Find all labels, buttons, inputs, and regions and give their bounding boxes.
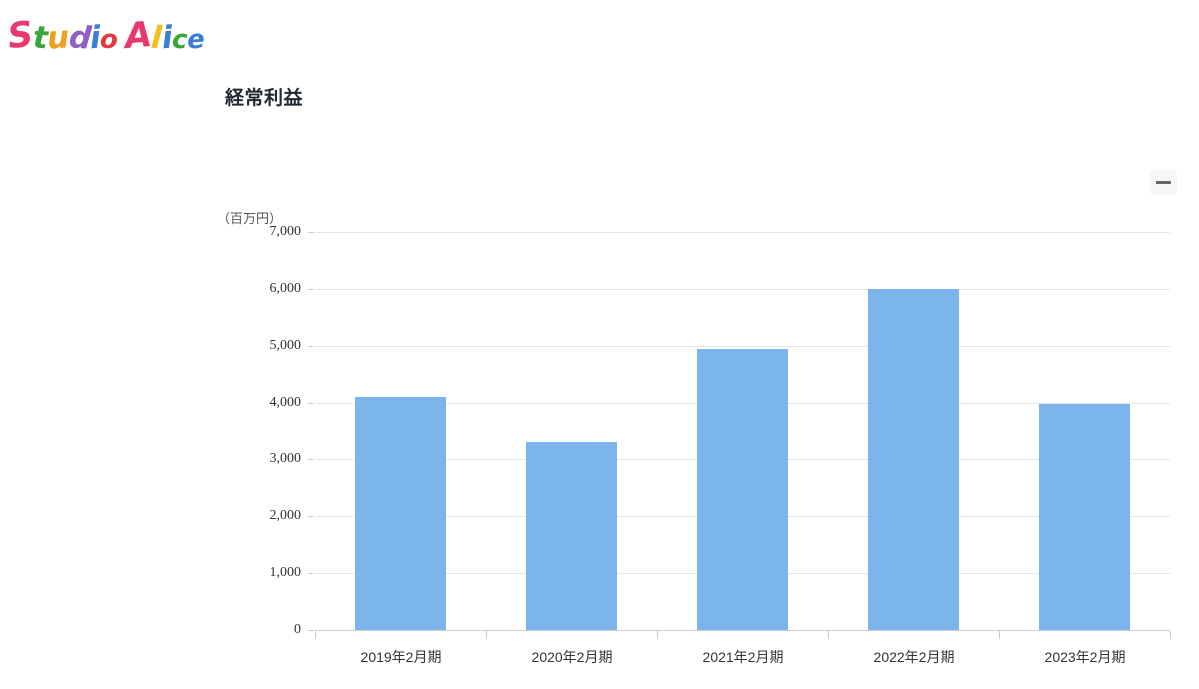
hamburger-menu-icon[interactable] [1150, 170, 1177, 195]
y-axis-tick-mark [308, 289, 314, 290]
y-axis-unit-label: （百万円） [217, 211, 283, 226]
x-axis-tick-mark [999, 631, 1000, 639]
x-axis-tick-mark [657, 631, 658, 639]
y-axis-tick-label: 3,000 [269, 451, 302, 466]
studio-alice-logo[interactable]: Studio Alice [5, 14, 205, 60]
studio-alice-logo-text: Studio Alice [5, 14, 205, 57]
bar-2021年2月期[interactable] [697, 349, 788, 630]
logo-letter-u: u [45, 18, 70, 57]
y-axis-tick-label: 7,000 [269, 224, 302, 239]
y-axis-tick-label: 5,000 [269, 338, 302, 353]
y-axis-tick-mark [308, 232, 314, 233]
bar-2019年2月期[interactable] [355, 397, 446, 630]
x-axis-tick-mark [1170, 631, 1171, 639]
logo-letter-s: S [5, 14, 35, 57]
bar-2022年2月期[interactable] [868, 289, 959, 630]
x-axis-category-label: 2021年2月期 [702, 649, 784, 665]
x-axis-category-label: 2020年2月期 [531, 649, 613, 665]
logo-letter-a: A [123, 14, 153, 57]
y-axis-tick-label: 1,000 [269, 565, 302, 580]
y-axis-tick-mark [308, 630, 314, 631]
y-axis-tick-label: 4,000 [269, 395, 302, 410]
gridline [315, 289, 1170, 290]
chart-title: 経常利益 [225, 88, 304, 109]
x-axis-category-label: 2019年2月期 [360, 649, 442, 665]
x-axis-category-label: 2022年2月期 [873, 649, 955, 665]
y-axis-tick-label: 2,000 [269, 508, 302, 523]
y-axis-tick-mark [308, 403, 314, 404]
x-axis-baseline [315, 630, 1170, 631]
hamburger-bar-3 [1156, 181, 1171, 184]
y-axis-tick-mark [308, 459, 314, 460]
chart-card: 経常利益 （百万円） 0 1,000 2,000 3,000 4,000 5,000 6,00… [168, 60, 1199, 689]
gridline [315, 232, 1170, 233]
y-axis-tick-label: 6,000 [269, 281, 302, 296]
logo-letter-o: o [99, 23, 119, 56]
logo-letter-c: c [170, 24, 188, 55]
logo-letter-e: e [185, 23, 205, 56]
x-axis-tick-mark [315, 631, 316, 639]
y-axis-tick-label: 0 [294, 622, 301, 637]
y-axis-tick-mark [308, 516, 314, 517]
y-axis-tick-mark [308, 573, 314, 574]
logo-letter-d: d [67, 18, 92, 57]
bar-2023年2月期[interactable] [1039, 404, 1130, 630]
y-axis-tick-mark [308, 346, 314, 347]
gridline [315, 346, 1170, 347]
x-axis-category-label: 2023年2月期 [1044, 649, 1126, 665]
x-axis-tick-mark [486, 631, 487, 639]
x-axis-tick-mark [828, 631, 829, 639]
bar-2020年2月期[interactable] [526, 442, 617, 630]
bar-chart-plot-area: （百万円） 0 1,000 2,000 3,000 4,000 5,000 6,000 7,00… [168, 60, 1199, 689]
